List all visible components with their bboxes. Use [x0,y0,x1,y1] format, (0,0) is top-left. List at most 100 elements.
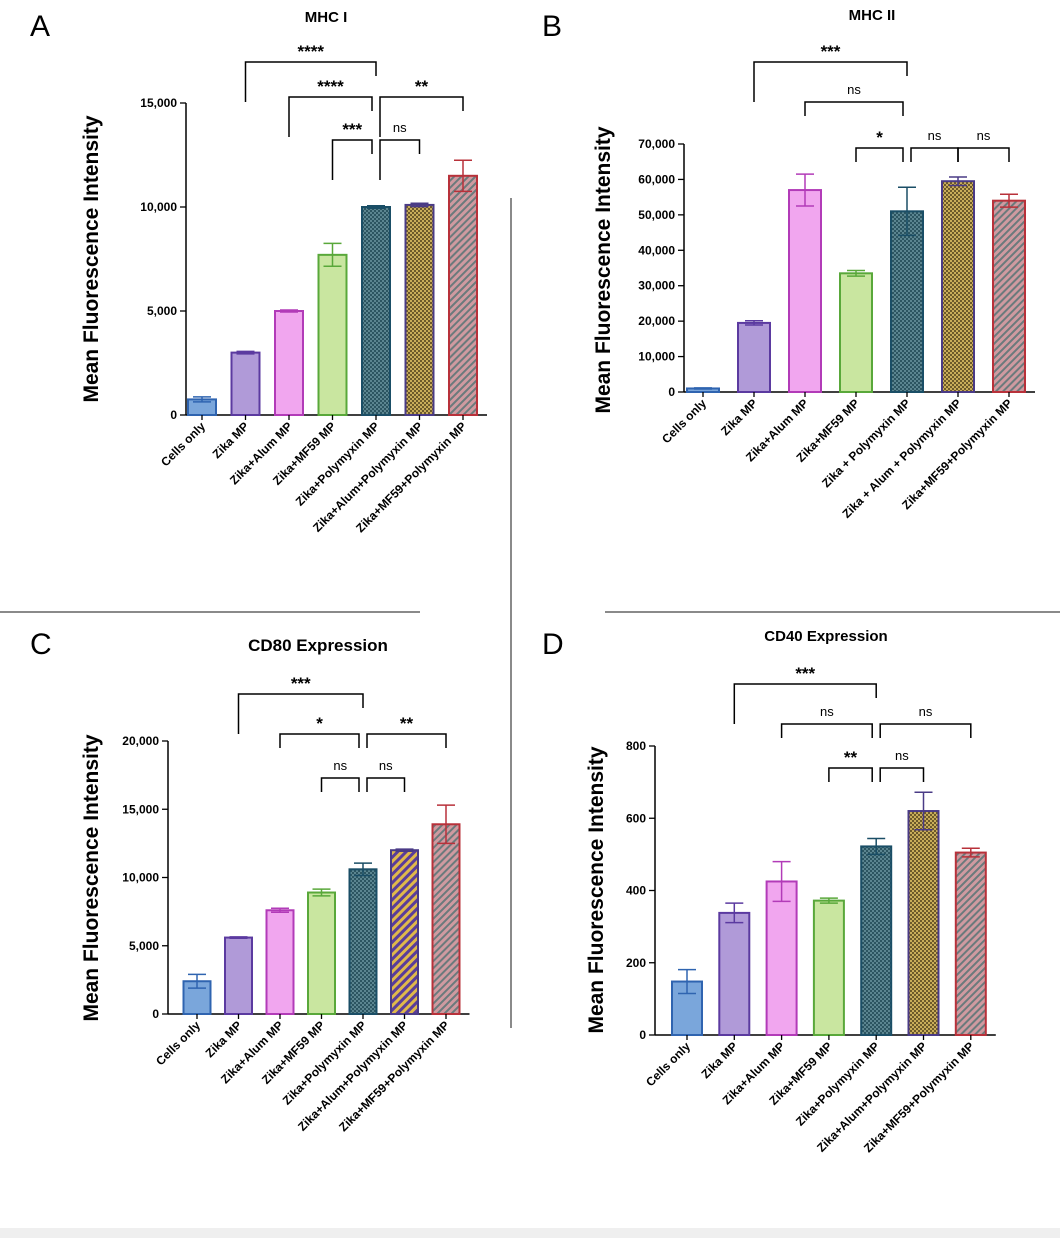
bar [404,203,435,416]
significance-bracket [879,767,925,782]
x-tick-label: Zika MP [698,1039,740,1081]
significance-label: *** [342,120,362,139]
y-tick-label: 0 [152,1007,159,1021]
significance-bracket [288,96,373,137]
significance-bracket [320,777,360,792]
significance-label: *** [795,664,815,683]
y-axis-label: Mean Fluorescence Intensity [585,746,608,1033]
y-tick-label: 40,000 [638,243,675,257]
y-tick-label: 0 [668,385,675,399]
y-tick-label: 10,000 [638,350,675,364]
panel-letter: C [30,628,52,661]
x-tick-label: Zika + Polymyxin MP [819,396,913,490]
y-tick-label: 20,000 [122,734,159,748]
significance-bracket [379,96,464,137]
bar [839,272,873,394]
bar [907,810,940,1037]
significance-bracket [910,147,959,162]
significance-bracket [244,61,377,102]
bar [860,845,893,1036]
y-tick-label: 60,000 [638,172,675,186]
y-tick-label: 15,000 [140,96,177,110]
bar [448,174,478,416]
significance-label: ns [977,128,991,143]
significance-label: ns [895,748,909,763]
significance-bracket [366,777,406,792]
bar [812,899,845,1036]
bar [737,321,771,393]
significance-label: ns [928,128,942,143]
significance-label: **** [298,42,325,61]
significance-label: ns [919,704,933,719]
y-tick-label: 400 [626,884,646,898]
x-tick-label: Cells only [153,1018,203,1068]
y-tick-label: 200 [626,956,646,970]
significance-label: ns [379,758,393,773]
x-tick-label: Zika MP [718,396,760,438]
y-tick-label: 30,000 [638,279,675,293]
bar [307,891,336,1016]
y-tick-label: 5,000 [147,304,177,318]
bar [317,253,348,416]
significance-bracket [331,139,373,180]
significance-bracket [237,693,364,734]
bar [361,206,391,416]
panel-d: D CD40 Expression Mean Fluorescence Intens… [542,628,996,1155]
significance-label: ns [847,82,861,97]
x-tick-label: Cells only [659,396,709,446]
y-tick-label: 600 [626,811,646,825]
significance-label: *** [821,42,841,61]
panel-letter: B [542,10,562,43]
bar [890,210,924,393]
significance-bracket [828,767,873,782]
y-axis-label: Mean Fluorescence Intensity [80,115,103,402]
chart-title: MHC I [305,9,348,26]
bar [230,351,261,417]
bar [224,936,253,1015]
significance-bracket [780,723,873,738]
significance-bracket [753,61,908,102]
significance-bracket [957,147,1010,162]
y-tick-label: 50,000 [638,208,675,222]
bar [274,310,304,416]
significance-label: * [316,714,323,733]
x-tick-label: Cells only [158,419,208,469]
chart-title: CD80 Expression [248,636,388,655]
significance-bracket [379,139,421,180]
bar [941,180,975,393]
panel-b: B MHC II Mean Fluorescence Intensity 0 10,00… [542,7,1035,521]
y-tick-label: 10,000 [122,871,159,885]
significance-label: ** [415,77,429,96]
x-tick-label: Zika+Polymyxin MP [793,1039,882,1128]
y-tick-label: 5,000 [129,939,159,953]
x-tick-label: Zika+Polymyxin MP [293,419,382,508]
y-tick-label: 10,000 [140,200,177,214]
y-tick-label: 800 [626,739,646,753]
bar [954,851,987,1036]
bar [348,868,378,1015]
bar [390,849,419,1016]
significance-label: ns [393,120,407,135]
chart-title: CD40 Expression [764,628,887,645]
panel-c: C CD80 Expression Mean Fluorescence Intens… [30,628,470,1134]
footer-strip [0,1228,1060,1238]
bar [992,199,1026,393]
panel-letter: A [30,10,50,43]
y-tick-label: 70,000 [638,137,675,151]
bar [718,911,751,1037]
significance-label: ** [844,748,858,767]
significance-label: ** [400,714,414,733]
significance-bracket [804,101,904,116]
significance-bracket [879,723,972,738]
y-axis-label: Mean Fluorescence Intensity [592,126,615,413]
bar [765,880,798,1036]
x-tick-label: Zika MP [203,1018,245,1060]
x-tick-label: Cells only [643,1039,693,1089]
bar [431,823,461,1016]
significance-bracket [733,683,877,724]
y-tick-label: 0 [170,408,177,422]
y-axis-label: Mean Fluorescence Intensity [80,734,103,1021]
significance-label: **** [317,77,344,96]
significance-bracket [279,733,360,748]
